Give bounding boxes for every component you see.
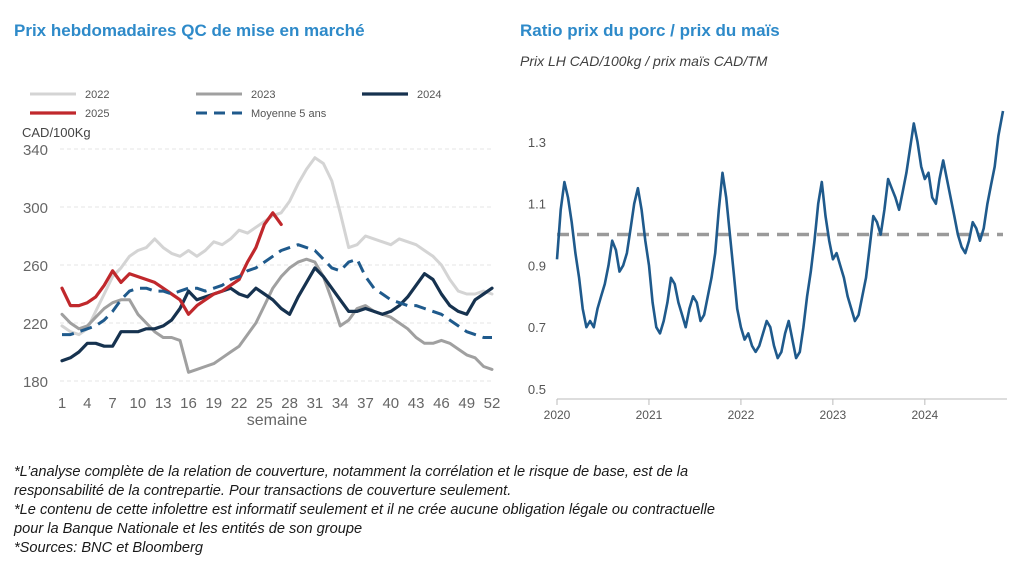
series-line-moyenne-5-ans — [62, 243, 492, 339]
footnotes: *L’analyse complète de la relation de co… — [14, 463, 1014, 558]
left-chart-title: Prix hebdomadaires QC de mise en marché — [14, 21, 365, 40]
x-tick-label: 19 — [205, 395, 222, 412]
footnote-line: responsabilité de la contrepartie. Pour … — [14, 483, 512, 499]
ratio-series-line — [555, 110, 1005, 360]
legend-label: 2025 — [85, 108, 109, 120]
footnote-line: pour la Banque Nationale et les entités … — [14, 521, 363, 537]
x-tick-label: 13 — [155, 395, 172, 412]
legend-label: Moyenne 5 ans — [251, 108, 327, 120]
series-line-2024 — [60, 266, 494, 363]
y-axis-label: CAD/100Kg — [22, 125, 91, 140]
x-tick-label: 22 — [231, 395, 248, 412]
x-tick-label: 49 — [458, 395, 475, 412]
x-axis-label: semaine — [247, 412, 308, 429]
legend-label: 2024 — [417, 89, 441, 101]
y-tick-label: 260 — [23, 258, 48, 275]
x-tick-label: 2021 — [636, 408, 663, 422]
x-tick-label: 2022 — [728, 408, 755, 422]
footnote-line: *L’analyse complète de la relation de co… — [14, 464, 689, 480]
right-chart-title: Ratio prix du porc / prix du maïs — [520, 21, 780, 40]
x-tick-label: 28 — [281, 395, 298, 412]
legend-label: 2023 — [251, 89, 275, 101]
legend-label: 2022 — [85, 89, 109, 101]
x-tick-label: 31 — [307, 395, 324, 412]
x-tick-label: 52 — [484, 395, 501, 412]
x-tick-label: 2023 — [820, 408, 847, 422]
y-tick-label: 0.7 — [528, 320, 546, 335]
x-tick-label: 4 — [83, 395, 91, 412]
y-tick-label: 220 — [23, 316, 48, 333]
y-tick-label: 0.9 — [528, 258, 546, 273]
series-line-2022 — [60, 156, 494, 337]
right-chart: 0.5 0.7 0.9 1.1 1.3 2020 2021 2022 2023 2024 — [528, 110, 1007, 422]
y-tick-label: 180 — [23, 374, 48, 391]
left-chart: 180 220 260 300 340 1 4 7 10 13 16 19 22 25 28 31 34 37 40… — [22, 89, 501, 429]
x-tick-label: 34 — [332, 395, 349, 412]
series-line-2025 — [60, 211, 283, 316]
x-tick-label: 1 — [58, 395, 66, 412]
x-tick-label: 43 — [408, 395, 425, 412]
y-tick-label: 340 — [23, 142, 48, 159]
y-tick-label: 1.3 — [528, 135, 546, 150]
x-tick-label: 7 — [108, 395, 116, 412]
footnote-line: *Le contenu de cette infolettre est info… — [14, 502, 715, 518]
y-tick-label: 300 — [23, 200, 48, 217]
y-tick-label: 1.1 — [528, 197, 546, 212]
x-tick-label: 2020 — [544, 408, 571, 422]
x-tick-label: 2024 — [911, 408, 938, 422]
footnote-line: *Sources: BNC et Bloomberg — [14, 540, 203, 556]
x-tick-label: 37 — [357, 395, 374, 412]
right-chart-subtitle: Prix LH CAD/100kg / prix maïs CAD/TM — [520, 53, 768, 69]
x-tick-label: 10 — [130, 395, 147, 412]
x-tick-label: 25 — [256, 395, 273, 412]
series-line-2023 — [60, 257, 494, 374]
x-tick-label: 46 — [433, 395, 450, 412]
x-tick-label: 16 — [180, 395, 197, 412]
y-tick-label: 0.5 — [528, 382, 546, 397]
x-tick-label: 40 — [382, 395, 399, 412]
